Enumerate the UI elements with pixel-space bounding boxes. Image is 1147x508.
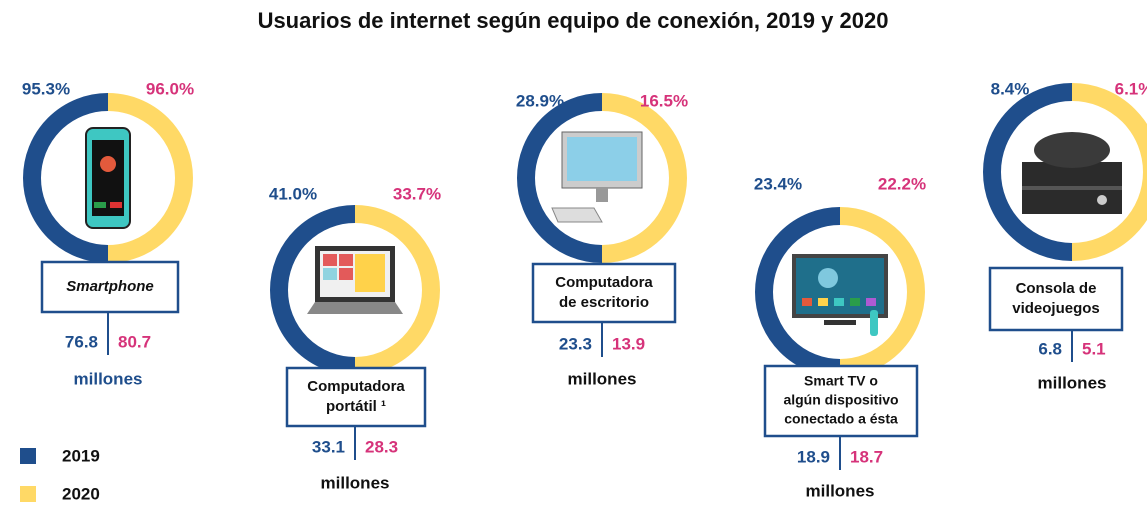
- millions-2020: 5.1: [1082, 339, 1106, 358]
- device-label: algún dispositivo: [783, 392, 898, 408]
- icon-part: [850, 298, 860, 306]
- legend-label: 2019: [62, 446, 100, 465]
- millions-2020: 18.7: [850, 447, 883, 466]
- icon-part: [307, 302, 403, 314]
- icon-part: [552, 208, 602, 222]
- millions-2019: 18.9: [797, 447, 830, 466]
- device-label: portátil ¹: [326, 398, 386, 415]
- icon-part: [818, 298, 828, 306]
- device-label: Computadora: [307, 378, 405, 395]
- device-label: de escritorio: [559, 294, 649, 311]
- icon-part: [866, 298, 876, 306]
- pct-2020: 22.2%: [878, 174, 926, 193]
- millions-2020: 80.7: [118, 332, 151, 351]
- icon-part: [1034, 132, 1110, 168]
- device-icon: [792, 254, 888, 336]
- unit-label: millones: [321, 473, 390, 492]
- icon-part: [110, 202, 122, 208]
- unit-label: millones: [74, 369, 143, 388]
- pct-2020: 6.1%: [1115, 79, 1147, 98]
- device-icon: [1022, 132, 1122, 214]
- pct-2019: 28.9%: [516, 91, 564, 110]
- icon-part: [355, 254, 385, 292]
- icon-part: [323, 254, 337, 266]
- device-icon: [86, 128, 130, 228]
- unit-label: millones: [806, 481, 875, 500]
- icon-part: [1097, 195, 1107, 205]
- pct-2019: 41.0%: [269, 184, 317, 203]
- millions-2019: 6.8: [1038, 339, 1062, 358]
- pct-2020: 96.0%: [146, 79, 194, 98]
- icon-part: [834, 298, 844, 306]
- millions-2020: 13.9: [612, 334, 645, 353]
- legend-swatch: [20, 486, 36, 502]
- device-label: videojuegos: [1012, 300, 1100, 317]
- icon-part: [1022, 186, 1122, 190]
- title: Usuarios de internet según equipo de con…: [258, 8, 889, 33]
- pct-2019: 95.3%: [22, 79, 70, 98]
- icon-part: [824, 320, 856, 325]
- device-label: Smartphone: [66, 278, 154, 295]
- icon-part: [100, 156, 116, 172]
- unit-label: millones: [1038, 373, 1107, 392]
- pct-2020: 16.5%: [640, 91, 688, 110]
- millions-2019: 23.3: [559, 334, 592, 353]
- pct-2019: 23.4%: [754, 174, 802, 193]
- device-icon: [552, 132, 642, 222]
- legend-label: 2020: [62, 484, 100, 503]
- unit-label: millones: [568, 369, 637, 388]
- millions-2019: 76.8: [65, 332, 98, 351]
- icon-part: [596, 188, 608, 202]
- icon-part: [567, 137, 637, 181]
- device-label: Computadora: [555, 274, 653, 291]
- device-label: conectado a ésta: [784, 411, 898, 427]
- icon-part: [323, 268, 337, 280]
- pct-2020: 33.7%: [393, 184, 441, 203]
- icon-part: [94, 202, 106, 208]
- device-icon: [307, 246, 403, 314]
- infographic: Usuarios de internet según equipo de con…: [0, 0, 1147, 508]
- millions-2019: 33.1: [312, 437, 345, 456]
- device-label: Consola de: [1016, 280, 1097, 297]
- icon-part: [339, 254, 353, 266]
- icon-part: [818, 268, 838, 288]
- device-label: Smart TV o: [804, 373, 878, 389]
- legend-swatch: [20, 448, 36, 464]
- pct-2019: 8.4%: [991, 79, 1030, 98]
- icon-part: [870, 310, 878, 336]
- icon-part: [802, 298, 812, 306]
- millions-2020: 28.3: [365, 437, 398, 456]
- icon-part: [339, 268, 353, 280]
